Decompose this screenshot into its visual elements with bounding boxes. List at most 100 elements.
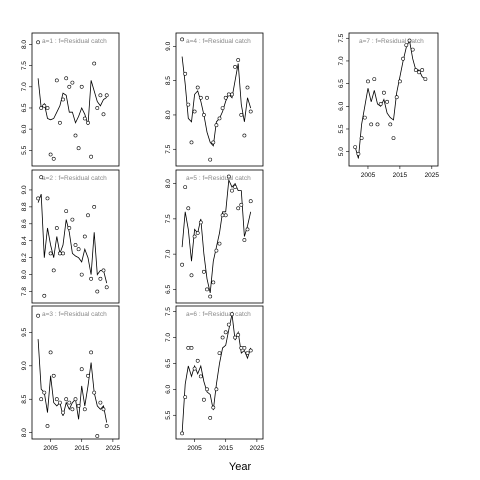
data-point [401, 56, 406, 61]
data-point [211, 405, 216, 410]
data-point [92, 61, 97, 66]
data-point [198, 374, 203, 379]
y-tick-label: 6.5 [21, 103, 28, 112]
y-tick-label: 5.5 [338, 124, 345, 133]
data-point [183, 185, 188, 190]
y-tick-label: 8.2 [21, 253, 28, 262]
y-tick-label: 7.0 [165, 333, 172, 342]
data-point [230, 188, 234, 193]
data-point [226, 322, 231, 327]
data-point [73, 133, 78, 138]
panel-frame [175, 305, 264, 440]
data-point [101, 407, 106, 412]
data-point [64, 397, 69, 402]
data-point [404, 43, 409, 48]
panels-layer: a=1 : f=Residual catch 5.5 6.0 6.5 7.0 7.5 8.0… [21, 32, 440, 452]
data-point [79, 84, 84, 89]
data-point [248, 348, 253, 353]
data-point [226, 92, 231, 97]
data-point [101, 268, 106, 273]
data-point [189, 273, 194, 278]
data-point [220, 106, 225, 111]
data-point [195, 358, 200, 363]
data-point [36, 40, 41, 45]
x-tick-label: 2005 [43, 445, 58, 452]
data-point [39, 175, 44, 180]
data-point [79, 272, 84, 277]
data-point [189, 140, 194, 145]
data-point [95, 289, 100, 294]
data-point [198, 95, 203, 100]
y-tick-label: 6.5 [338, 79, 345, 88]
panel-label: a=4 : f=Residual catch [186, 38, 251, 45]
data-point [79, 367, 84, 372]
series-line [181, 56, 252, 147]
data-point [205, 287, 209, 292]
data-point [82, 234, 87, 239]
x-tick-label: 2015 [74, 445, 89, 452]
data-point [101, 112, 106, 117]
data-point [98, 276, 103, 281]
y-tick-label: 7.5 [338, 33, 345, 42]
data-point [201, 269, 206, 274]
data-point [372, 77, 377, 82]
data-point [226, 174, 231, 179]
data-point [407, 38, 412, 43]
data-point [189, 345, 194, 350]
y-tick-label: 7.5 [165, 144, 172, 153]
data-point [92, 204, 97, 209]
data-point [76, 247, 81, 252]
data-point [242, 238, 247, 242]
data-point [394, 95, 399, 100]
x-tick-label: 2025 [425, 172, 440, 179]
data-point [48, 152, 53, 157]
data-point [95, 434, 100, 438]
data-point [245, 351, 250, 356]
data-point [208, 415, 213, 420]
y-tick-label: 8.6 [21, 219, 28, 228]
data-point [45, 196, 50, 201]
series-line [354, 39, 426, 159]
data-point [45, 106, 50, 110]
x-tick-label: 2025 [106, 445, 121, 452]
y-tick-label: 8.5 [21, 394, 28, 403]
data-point [233, 185, 238, 190]
panel-frame [31, 32, 120, 167]
data-point [86, 213, 90, 218]
data-point [423, 77, 428, 82]
data-point [211, 140, 216, 145]
panel-label: a=1 : f=Residual catch [42, 38, 107, 45]
data-point [245, 227, 250, 232]
panel: a=3 : f=Residual catch 8.0 8.5 9.0 9.5 2005 20… [21, 305, 121, 452]
data-point [362, 115, 367, 120]
data-point [420, 68, 425, 72]
y-tick-label: 9.0 [21, 361, 28, 370]
data-point [205, 387, 209, 392]
series-line [181, 178, 252, 293]
panel-label: a=5 : f=Residual catch [186, 175, 251, 182]
series-line [37, 339, 108, 423]
data-point [205, 95, 209, 100]
data-point [104, 93, 109, 98]
data-point [417, 70, 421, 75]
data-point [36, 313, 41, 318]
data-point [211, 280, 216, 285]
data-point [208, 157, 213, 162]
y-tick-label: 8.8 [21, 202, 28, 211]
data-point [359, 136, 364, 141]
data-point [217, 351, 222, 356]
data-point [95, 106, 100, 110]
data-point [208, 294, 213, 299]
panel-frame [175, 32, 264, 167]
y-tick-label: 9.5 [21, 327, 28, 336]
data-point [54, 226, 59, 230]
data-point [70, 407, 75, 412]
panel: a=7 : f=Residual catch 5.0 5.5 6.0 6.5 7.0 7.5… [338, 32, 440, 179]
data-point [201, 113, 206, 117]
data-point [183, 395, 188, 400]
panel-frame [348, 32, 439, 167]
data-point [89, 154, 94, 159]
data-point [61, 97, 65, 102]
x-tick-label: 2025 [250, 445, 265, 452]
data-point [64, 209, 69, 214]
